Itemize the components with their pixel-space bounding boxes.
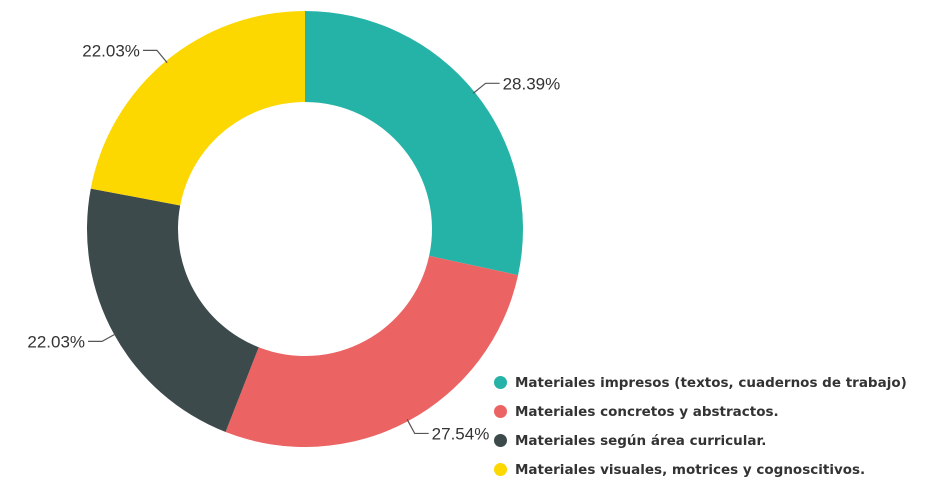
leader-line-2 — [88, 333, 117, 342]
data-label-0: 28.39% — [503, 74, 561, 93]
donut-slice-2[interactable] — [87, 188, 259, 433]
legend-label: Materiales concretos y abstractos. — [515, 403, 779, 420]
legend-label: Materiales impresos (textos, cuadernos d… — [515, 374, 907, 391]
legend-marker — [494, 434, 507, 447]
leader-line-1 — [406, 419, 429, 435]
legend-item-materiales-concretos[interactable]: Materiales concretos y abstractos. — [494, 397, 907, 426]
data-label-3: 22.03% — [82, 41, 140, 60]
legend-label: Materiales visuales, motrices y cognosci… — [515, 461, 866, 478]
legend: Materiales impresos (textos, cuadernos d… — [494, 368, 907, 484]
legend-marker — [494, 376, 507, 389]
donut-slice-3[interactable] — [90, 10, 305, 206]
donut-slices — [87, 10, 523, 447]
legend-label: Materiales según área curricular. — [515, 432, 767, 449]
legend-item-materiales-area-curricular[interactable]: Materiales según área curricular. — [494, 426, 907, 455]
donut-slice-0[interactable] — [305, 11, 523, 276]
slice-labels: 28.39% 27.54% 22.03% 22.03% — [27, 41, 560, 443]
data-label-1: 27.54% — [432, 424, 490, 443]
data-label-2: 22.03% — [27, 332, 85, 351]
legend-item-materiales-visuales[interactable]: Materiales visuales, motrices y cognosci… — [494, 455, 907, 484]
legend-marker — [494, 463, 507, 476]
legend-item-materiales-impresos[interactable]: Materiales impresos (textos, cuadernos d… — [494, 368, 907, 397]
leader-line-0 — [472, 82, 500, 94]
leader-line-3 — [142, 49, 168, 64]
donut-slice-1[interactable] — [225, 255, 519, 447]
legend-marker — [494, 405, 507, 418]
